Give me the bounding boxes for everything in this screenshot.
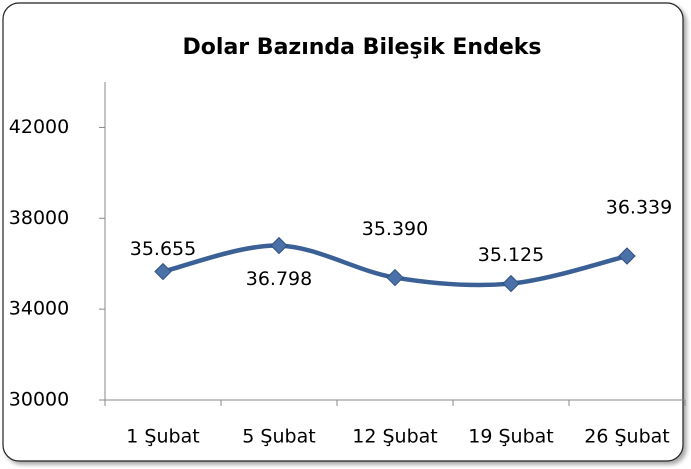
data-label: 36.339 [606,197,672,219]
x-tick-label: 19 Şubat [468,426,553,448]
data-label: 36.798 [246,268,312,290]
point-marker [154,262,172,281]
data-label: 35.125 [478,244,544,266]
x-tick-label: 5 Şubat [242,426,315,448]
y-tick-label: 30000 [9,389,69,411]
y-tick-label: 38000 [9,207,69,229]
point-marker [386,268,404,287]
x-tick-label: 1 Şubat [126,426,199,448]
x-tick-label: 26 Şubat [584,426,669,448]
chart-title: Dolar Bazında Bileşik Endeks [183,35,542,60]
y-tick-label: 42000 [9,116,69,138]
data-label: 35.655 [130,238,196,260]
y-tick-label: 34000 [9,298,69,320]
x-tick-label: 12 Şubat [352,426,437,448]
chart-frame [2,2,684,462]
point-marker [270,236,288,255]
point-marker [618,247,636,265]
point-marker [502,274,520,293]
data-label: 35.390 [362,218,428,240]
